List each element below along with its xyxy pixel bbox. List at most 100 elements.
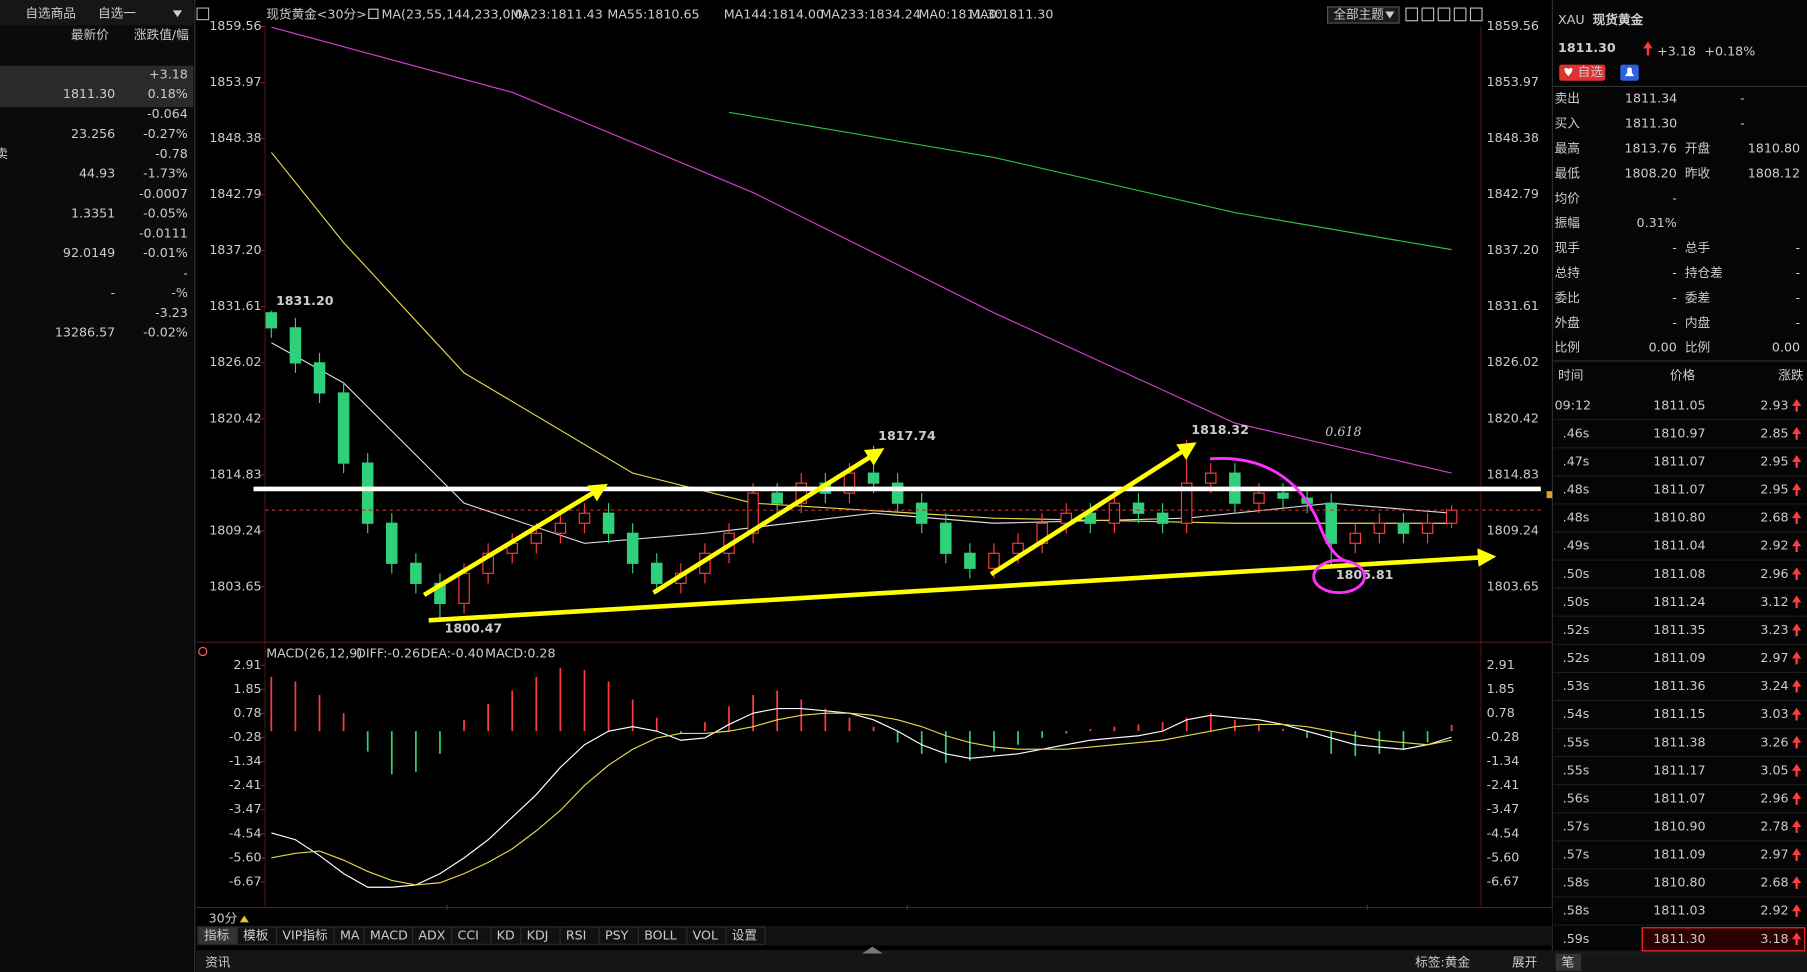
trade-change: 2.95 — [1760, 454, 1788, 469]
y-tick-label: 1837.20 — [209, 242, 261, 257]
indicator-tab-label[interactable]: ADX — [418, 928, 445, 943]
trade-price: 1811.03 — [1653, 903, 1705, 918]
ticks-tab-label[interactable]: 笔 — [1562, 954, 1575, 969]
hand-note: 0.618 — [1325, 424, 1361, 439]
indicator-tab-label[interactable]: 模板 — [243, 928, 269, 943]
quote-label: 委比 — [1555, 290, 1580, 305]
news-tab[interactable]: 资讯 — [205, 954, 231, 969]
dropdown-icon[interactable] — [1385, 11, 1395, 19]
trade-time: .48s — [1563, 482, 1590, 497]
indicator-tab-label[interactable]: RSI — [566, 928, 587, 943]
indicator-tab-label[interactable]: BOLL — [644, 928, 677, 943]
trade-time: .49s — [1563, 538, 1590, 553]
quote-panel — [1553, 0, 1807, 949]
dropdown-icon[interactable] — [172, 10, 183, 18]
change-pct: -0.01% — [143, 245, 188, 260]
tool-icon[interactable] — [1469, 7, 1483, 22]
candle-body — [1253, 492, 1265, 504]
quote-label: 均价 — [1555, 190, 1581, 205]
trade-change: 3.05 — [1760, 762, 1788, 777]
bell-icon[interactable] — [1624, 67, 1635, 77]
ticks-tab[interactable] — [1555, 953, 1582, 971]
indicator-tab-label[interactable]: KD — [497, 928, 515, 943]
period-label[interactable]: 30分 — [209, 910, 238, 925]
candle-body — [337, 392, 350, 464]
selected-row[interactable] — [0, 65, 194, 108]
indicator-tab-label[interactable]: MACD — [370, 928, 408, 943]
up-arrow — [1792, 707, 1802, 721]
candle-body — [867, 472, 880, 484]
y-tick-label: -3.47 — [229, 801, 262, 816]
theme-button[interactable] — [1327, 6, 1400, 24]
watchlist-tab[interactable]: 自选商品 — [25, 5, 76, 20]
drawings — [253, 442, 1553, 623]
watchlist-tab[interactable]: 自选一 — [98, 5, 136, 20]
quote-value: - — [1672, 290, 1677, 305]
trade-change: 2.68 — [1760, 510, 1788, 525]
indicator-tab-label[interactable]: 设置 — [732, 928, 757, 943]
candle-body — [1445, 509, 1458, 524]
up-arrow — [1792, 848, 1802, 861]
tool-icon[interactable] — [1453, 7, 1467, 22]
indicator-tab-label[interactable]: 指标 — [204, 928, 230, 943]
up-arrow — [1792, 511, 1802, 524]
y-tick-label: -3.47 — [1487, 801, 1520, 816]
up-arrow — [1643, 41, 1653, 56]
up-arrow — [1792, 651, 1802, 665]
quote-value: 1810.80 — [1748, 140, 1800, 155]
indicator-tab-label[interactable]: PSY — [605, 928, 629, 943]
period-arrow[interactable] — [239, 915, 249, 923]
indicator-tab[interactable] — [725, 926, 766, 945]
heart-icon[interactable] — [1564, 67, 1573, 77]
quote-value: - — [1796, 265, 1801, 280]
candle-body — [940, 522, 952, 554]
watch-button-label[interactable]: 自选 — [1578, 64, 1604, 79]
candle-body — [458, 572, 470, 604]
indicator-label: MA(23,55,144,233,0,0) — [381, 6, 527, 21]
expand-button[interactable]: 展开 — [1512, 954, 1537, 969]
trade-time: .57s — [1563, 819, 1590, 834]
indicator-tab-label[interactable]: KDJ — [527, 928, 549, 943]
indicator-tab-label[interactable]: VOL — [693, 928, 718, 943]
indicator-tab-label[interactable]: VIP指标 — [282, 928, 328, 943]
tool-icon[interactable] — [1421, 7, 1435, 22]
trade-time: .56s — [1563, 790, 1590, 805]
trade-time: .52s — [1563, 650, 1590, 665]
tag-label: 标签:黄金 — [1415, 954, 1470, 969]
quote-label: 开盘 — [1685, 140, 1711, 155]
y-tick-label: 1837.20 — [1487, 242, 1539, 257]
extreme-label: 1800.47 — [445, 621, 503, 636]
price: 92.0149 — [63, 245, 115, 260]
trade-price: 1811.08 — [1653, 566, 1705, 581]
candle-body — [771, 492, 783, 504]
trade-price: 1811.07 — [1653, 482, 1705, 497]
y-tick-label: 1820.42 — [1487, 410, 1539, 425]
indicator-tab-label[interactable]: CCI — [458, 928, 479, 943]
trade-price: 1811.35 — [1653, 622, 1705, 637]
tool-icon[interactable] — [1437, 7, 1451, 22]
indicator-icon[interactable] — [198, 646, 208, 657]
trade-time: .50s — [1563, 594, 1590, 609]
trade-time: .48s — [1563, 510, 1590, 525]
quote-value: 1813.76 — [1624, 140, 1676, 155]
trade-time: .55s — [1563, 762, 1590, 777]
y-tick-label: 2.91 — [1487, 657, 1515, 672]
candle-body — [313, 362, 326, 394]
up-arrow — [1792, 398, 1802, 412]
legend-item: MA23:1811.43 — [511, 6, 603, 21]
up-arrow — [1792, 904, 1802, 918]
trade-price: 1811.05 — [1653, 397, 1705, 412]
quote-label: 最低 — [1555, 165, 1581, 180]
trade-price: 1810.90 — [1653, 819, 1705, 834]
y-tick-label: 1853.97 — [209, 74, 261, 89]
quote-value: 0.31% — [1637, 215, 1677, 230]
theme-button-label[interactable]: 全部主题 — [1333, 6, 1384, 21]
collapse-icon[interactable] — [196, 7, 210, 21]
indicator-icon[interactable] — [368, 8, 379, 20]
watchlist-tabs[interactable] — [0, 0, 194, 26]
symbol-code: XAU — [1558, 12, 1585, 27]
indicator-tab-label[interactable]: MA — [340, 928, 360, 943]
quote-value: - — [1796, 315, 1801, 330]
tool-icon[interactable] — [1405, 7, 1419, 22]
expand-handle[interactable] — [862, 946, 883, 954]
